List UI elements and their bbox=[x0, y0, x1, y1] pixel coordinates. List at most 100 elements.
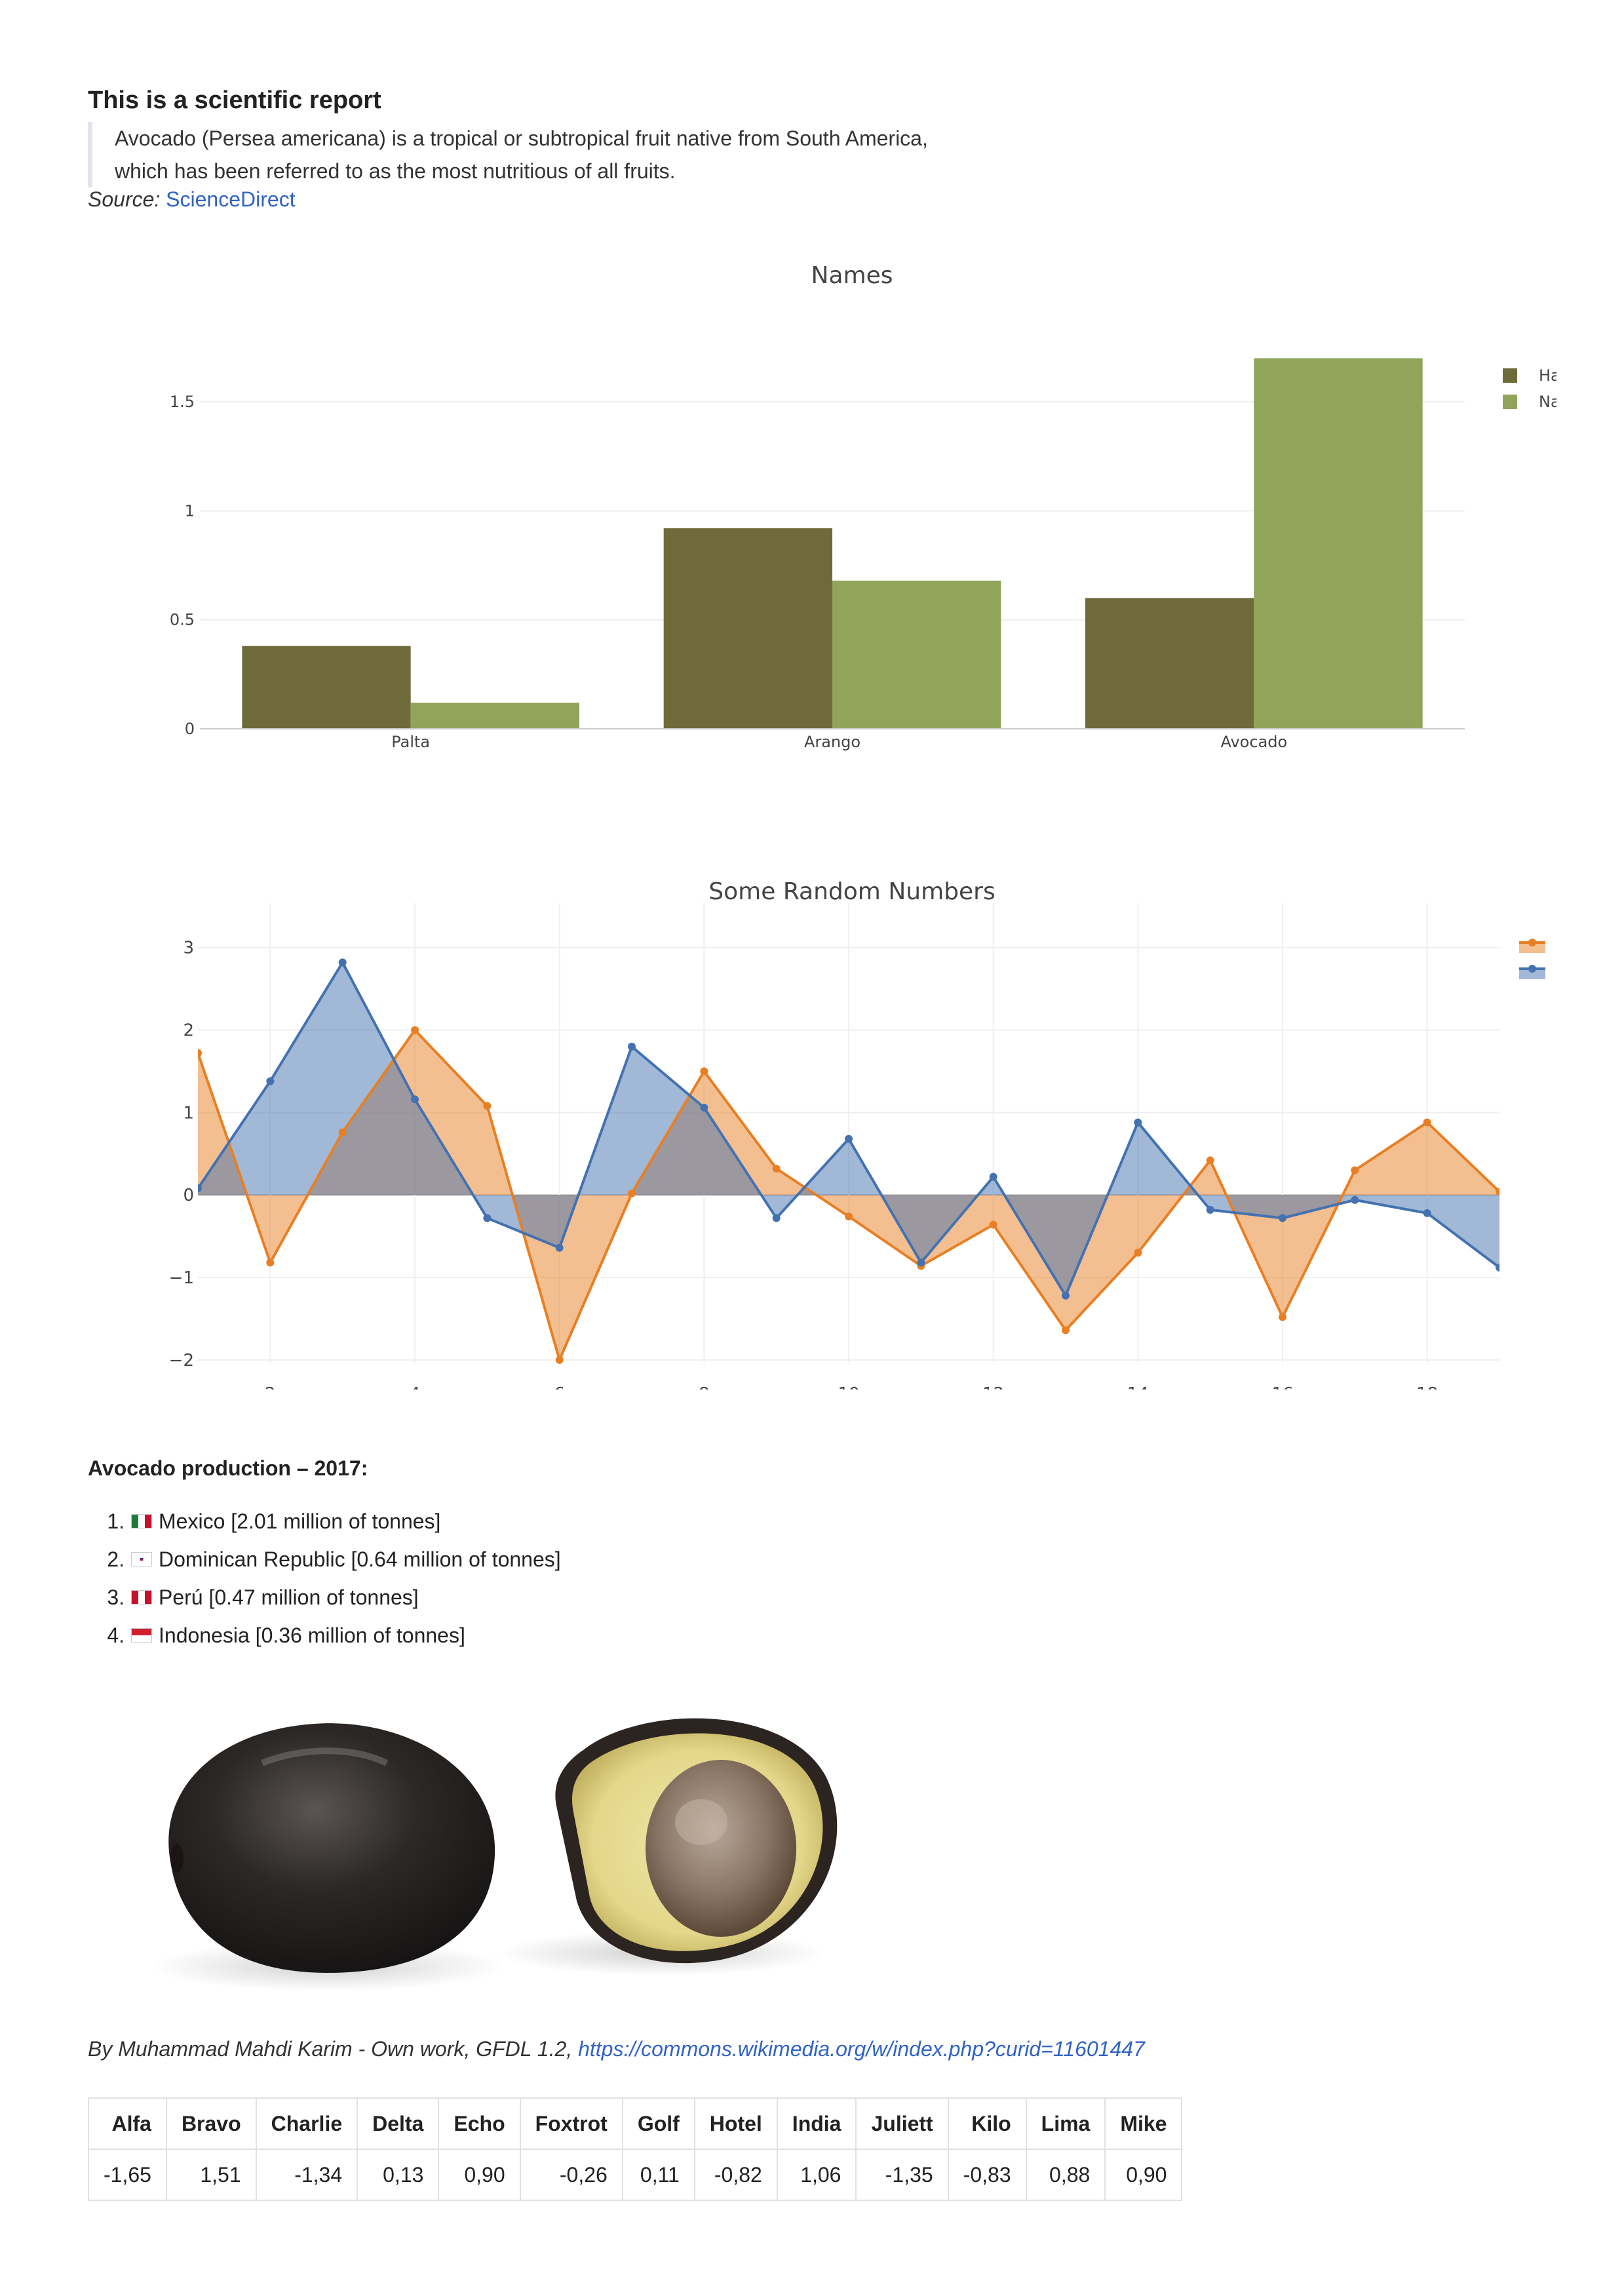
peru-flag-icon bbox=[131, 1590, 152, 1605]
bar-avocado-na[interactable] bbox=[1254, 358, 1423, 729]
data-point[interactable] bbox=[411, 1095, 419, 1104]
area-chart-title: Some Random Numbers bbox=[708, 878, 995, 905]
data-point[interactable] bbox=[266, 1258, 275, 1267]
data-point[interactable] bbox=[194, 1049, 202, 1057]
legend-marker[interactable] bbox=[1528, 939, 1536, 946]
table-cell: -0,82 bbox=[693, 2149, 778, 2201]
bar-palta-ha[interactable] bbox=[242, 646, 411, 729]
halved-avocado-image bbox=[498, 1718, 838, 1975]
legend-swatch[interactable] bbox=[1519, 943, 1545, 953]
data-point[interactable] bbox=[772, 1164, 781, 1173]
data-point[interactable] bbox=[1496, 1188, 1503, 1196]
data-point[interactable] bbox=[1279, 1214, 1286, 1222]
data-point[interactable] bbox=[1279, 1313, 1286, 1321]
data-point[interactable] bbox=[1062, 1326, 1070, 1334]
table-cell: 1,51 bbox=[165, 2149, 257, 2201]
data-point[interactable] bbox=[772, 1214, 781, 1222]
data-point[interactable] bbox=[1351, 1166, 1359, 1175]
x-tick-label: Palta bbox=[391, 733, 430, 751]
data-point[interactable] bbox=[338, 958, 347, 967]
table-cell: 1,06 bbox=[776, 2149, 857, 2201]
bar-arango-ha[interactable] bbox=[663, 528, 832, 729]
data-point[interactable] bbox=[989, 1173, 997, 1181]
legend-swatch[interactable] bbox=[1503, 395, 1517, 409]
list-number: 3. bbox=[107, 1586, 125, 1609]
data-point[interactable] bbox=[1351, 1196, 1359, 1204]
area-fill-series-2 bbox=[198, 962, 1499, 1296]
x-tick-label: 12 bbox=[982, 1384, 1004, 1390]
data-point[interactable] bbox=[845, 1135, 853, 1143]
list-item: 3. Perú [0.47 million of tonnes] bbox=[88, 1578, 561, 1616]
data-point[interactable] bbox=[411, 1026, 419, 1034]
bar-palta-na[interactable] bbox=[410, 703, 579, 729]
list-number: 1. bbox=[107, 1509, 125, 1533]
table-header: Hotel bbox=[693, 2097, 778, 2150]
data-point[interactable] bbox=[1423, 1118, 1431, 1127]
table-cell: -1,35 bbox=[855, 2149, 949, 2201]
list-item: 2. Dominican Republic [0.64 million of t… bbox=[88, 1540, 561, 1578]
source-label: Source: bbox=[88, 187, 161, 211]
data-point[interactable] bbox=[1423, 1209, 1431, 1217]
table-header: Charlie bbox=[255, 2097, 358, 2150]
x-tick-label: 18 bbox=[1416, 1384, 1438, 1390]
data-point[interactable] bbox=[700, 1067, 708, 1076]
data-point[interactable] bbox=[483, 1102, 492, 1110]
x-tick-label: 2 bbox=[265, 1384, 276, 1390]
data-point[interactable] bbox=[1206, 1205, 1214, 1214]
data-point[interactable] bbox=[1206, 1156, 1214, 1165]
y-tick-label: 2 bbox=[183, 1021, 194, 1041]
area-chart-legend[interactable] bbox=[1519, 939, 1545, 979]
names-bar-chart: Names 0 0.5 1 1.5 Palta Arango Avocado Ha Na bbox=[170, 262, 1560, 751]
data-point[interactable] bbox=[1062, 1291, 1070, 1300]
data-point[interactable] bbox=[483, 1214, 492, 1222]
data-point[interactable] bbox=[1134, 1249, 1142, 1257]
bar-chart-x-ticks: Palta Arango Avocado bbox=[391, 733, 1287, 751]
legend-label[interactable]: Ha bbox=[1539, 366, 1560, 385]
legend-swatch[interactable] bbox=[1503, 368, 1517, 383]
list-item-text: Perú [0.47 million of tonnes] bbox=[159, 1586, 419, 1609]
bar-avocado-ha[interactable] bbox=[1085, 598, 1254, 729]
y-tick-label: −2 bbox=[169, 1351, 194, 1371]
y-tick-label: −1 bbox=[169, 1268, 194, 1288]
blockquote: Avocado (Persea americana) is a tropical… bbox=[88, 122, 1065, 187]
table-header: Lima bbox=[1025, 2097, 1106, 2150]
list-item-text: Mexico [2.01 million of tonnes] bbox=[159, 1509, 441, 1533]
data-point[interactable] bbox=[1134, 1118, 1142, 1127]
bar-chart-legend[interactable]: Ha Na bbox=[1503, 366, 1560, 411]
legend-swatch[interactable] bbox=[1519, 969, 1545, 979]
data-point[interactable] bbox=[845, 1212, 853, 1220]
data-point[interactable] bbox=[700, 1103, 708, 1112]
table-cell: -1,65 bbox=[88, 2149, 167, 2201]
data-point[interactable] bbox=[555, 1243, 564, 1252]
data-point[interactable] bbox=[989, 1220, 997, 1229]
bar-arango-na[interactable] bbox=[832, 580, 1001, 729]
bar-chart-y-ticks: 0 0.5 1 1.5 bbox=[170, 393, 195, 738]
list-item-text: Indonesia [0.36 million of tonnes] bbox=[159, 1624, 465, 1647]
table-header: Bravo bbox=[165, 2097, 257, 2150]
table-header: Kilo bbox=[947, 2097, 1027, 2150]
data-point[interactable] bbox=[338, 1128, 347, 1137]
list-number: 4. bbox=[107, 1624, 125, 1647]
data-point[interactable] bbox=[555, 1355, 564, 1364]
dominican-republic-flag-icon bbox=[131, 1552, 152, 1566]
data-point[interactable] bbox=[628, 1042, 636, 1051]
source-link[interactable]: ScienceDirect bbox=[166, 187, 296, 211]
data-point[interactable] bbox=[266, 1077, 275, 1085]
list-item-text: Dominican Republic [0.64 million of tonn… bbox=[159, 1547, 561, 1571]
table-cell: 0,11 bbox=[621, 2149, 695, 2201]
credit-link[interactable]: https://commons.wikimedia.org/w/index.ph… bbox=[578, 2037, 1145, 2061]
whole-avocado-image bbox=[151, 1723, 505, 1991]
data-point[interactable] bbox=[1496, 1263, 1503, 1272]
table-header: India bbox=[776, 2097, 857, 2150]
table-cell: 0,13 bbox=[357, 2149, 440, 2201]
legend-label[interactable]: Na bbox=[1539, 393, 1560, 411]
legend-marker[interactable] bbox=[1528, 965, 1536, 973]
data-point[interactable] bbox=[917, 1258, 925, 1267]
indonesia-flag-icon bbox=[131, 1628, 152, 1643]
table-header: Alfa bbox=[88, 2097, 167, 2150]
data-point[interactable] bbox=[628, 1189, 636, 1197]
credit-text: By Muhammad Mahdi Karim - Own work, GFDL… bbox=[88, 2037, 573, 2061]
table-header: Echo bbox=[438, 2097, 521, 2150]
data-point[interactable] bbox=[194, 1184, 202, 1193]
table-header: Golf bbox=[621, 2097, 695, 2150]
